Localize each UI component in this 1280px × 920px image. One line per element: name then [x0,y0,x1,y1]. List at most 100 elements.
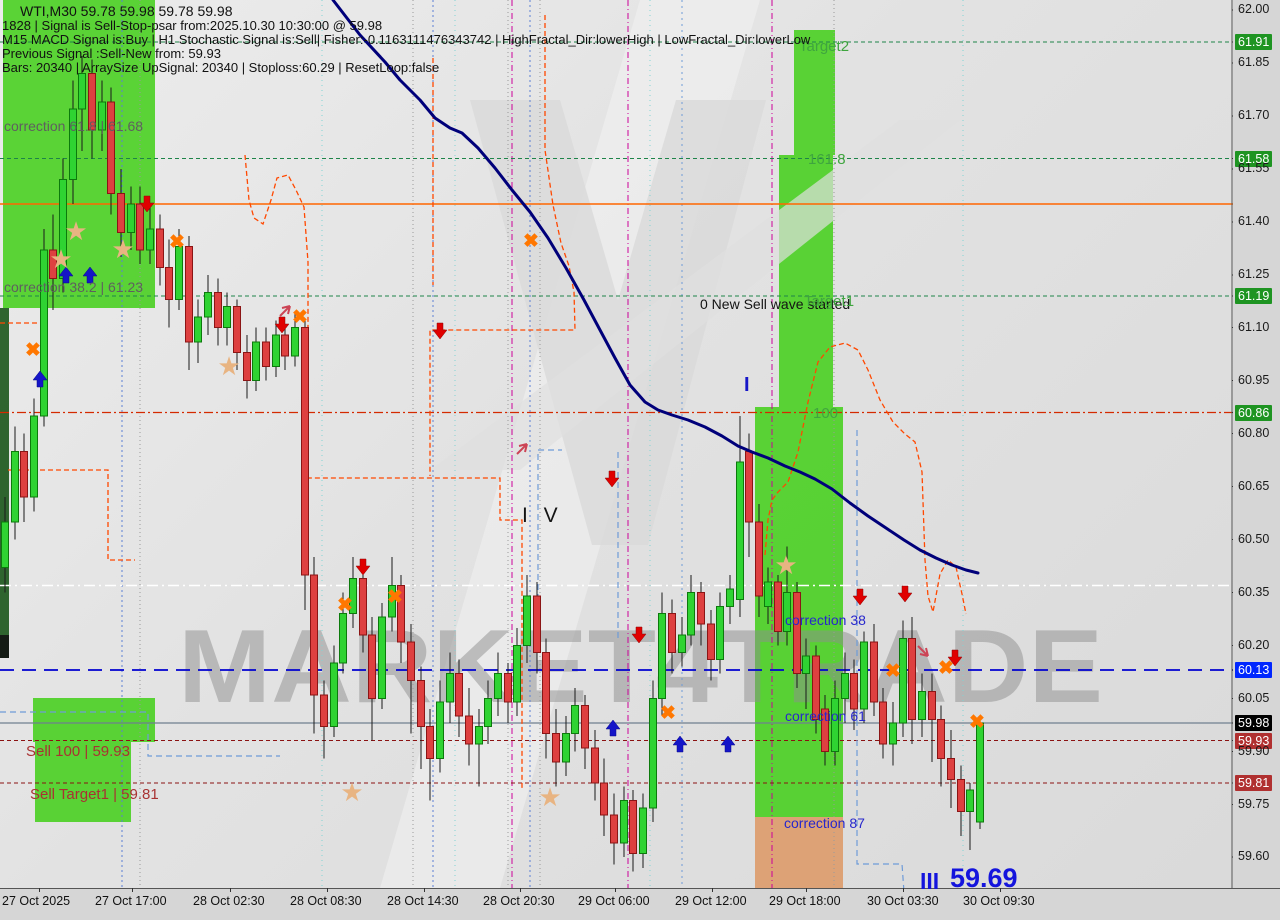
candle-body [484,698,492,727]
time-tick-mark [132,888,133,892]
candle-body [359,578,367,636]
chart-plot-area[interactable]: MARKET4TRADE ✖ ✖ ✖ ✖ ✖ ✖ ✖ ✖ ✖ ✖ ★ ★ ★ ★ ★ ★ ★ [0,0,1233,888]
channel-line [537,449,562,640]
fractal-star-icon: ★ [774,550,797,580]
fractal-star-icon: ★ [538,782,561,812]
time-tick-mark [230,888,231,892]
candle-body [446,673,454,703]
candle-body [918,691,926,720]
hollow-arrow-icon [279,305,291,317]
sell-arrow-icon [852,588,868,606]
price-level-badge: 60.86 [1235,404,1273,421]
candle-body [233,306,241,353]
time-tick-label: 29 Oct 06:00 [578,894,650,908]
close-signal-x-icon: ✖ [387,587,403,608]
candle-body [156,228,164,268]
price-tick-label: 60.80 [1238,425,1270,440]
fib-zone-band [0,635,9,658]
candle-body [697,592,705,625]
price-tick-label: 61.55 [1238,161,1270,175]
price-tick-label: 61.85 [1238,55,1270,69]
psar-trail-line [429,15,576,476]
candle-body [957,779,965,812]
candle-body [899,638,907,724]
close-signal-x-icon: ✖ [25,340,41,361]
candle-body [755,521,763,597]
candle-body [552,733,560,763]
buy-arrow-icon [605,719,621,737]
candle-body [966,789,974,812]
candle-body [668,613,676,653]
candle-body [494,673,502,699]
candle-body [831,698,839,752]
candle-body [330,662,338,727]
fractal-star-icon: ★ [49,244,72,274]
candle-body [707,623,715,660]
candle-body [78,73,86,110]
candle-body [726,588,734,607]
candle-body [40,249,48,417]
candle-body [436,701,444,759]
candle-body [49,249,57,279]
close-signal-x-icon: ✖ [523,231,539,252]
price-level-badge: 61.58 [1235,150,1273,167]
fractal-star-icon: ★ [217,351,240,381]
candle-body [821,708,829,752]
candle-body [879,701,887,745]
candle-body [378,616,386,699]
time-axis[interactable]: 27 Oct 2025 27 Oct 17:00 28 Oct 02:30 28 Oc… [0,888,1280,920]
time-tick-mark [903,888,904,892]
candle-body [841,673,849,699]
close-signal-x-icon: ✖ [938,658,954,679]
logo-swoosh [430,120,960,470]
sell-arrow-icon [631,626,647,644]
candle-body [175,246,183,300]
candle-body [281,334,289,357]
candle-body [475,726,483,745]
fib-zone-band [794,30,835,155]
fib-zone-band [33,698,155,742]
candle-body [610,814,618,844]
price-level-badge: 59.93 [1235,732,1273,749]
price-tick-label: 61.70 [1238,108,1270,122]
candle-body [11,451,19,523]
price-tick-label: 59.75 [1238,796,1270,811]
close-signal-x-icon: ✖ [292,307,308,328]
price-tick-label: 60.50 [1238,531,1270,546]
candle-body [243,352,251,381]
price-tick-label: 62.00 [1238,2,1270,16]
candle-body [678,634,686,653]
candle-body [291,327,299,357]
time-tick-mark [327,888,328,892]
candle-body [426,726,434,759]
price-tick-label: 60.95 [1238,372,1270,387]
price-tick-label: 60.05 [1238,690,1270,705]
candle-body [947,758,955,780]
candle-body [301,327,309,576]
sell-arrow-icon [897,585,913,603]
candle-body [20,451,28,498]
candle-body [339,613,347,664]
time-tick-mark [1000,888,1001,892]
close-signal-x-icon: ✖ [885,661,901,682]
candle-body [928,691,936,720]
psar-trail-line [244,154,523,788]
candle-body [88,73,96,131]
candle-body [117,193,125,233]
time-tick-label: 29 Oct 12:00 [675,894,747,908]
candle-body [736,461,744,600]
chart-canvas[interactable]: MARKET4TRADE✖✖✖✖ ✖✖✖✖ ✖✖★★ ★★★ ★★ [0,0,1233,888]
price-axis[interactable]: 62.00 61.91 61.85 61.70 61.58 61.55 61.40 61.25… [1233,0,1280,888]
price-level-badge: 61.91 [1235,34,1273,50]
sell-arrow-icon [947,649,963,667]
candle-body [629,800,637,854]
candle-body [513,645,521,703]
price-tick-label: 61.10 [1238,319,1270,334]
candle-body [639,807,647,854]
close-signal-x-icon: ✖ [337,595,353,616]
candle-body [658,613,666,699]
candle-body [417,680,425,727]
candle-body [320,694,328,727]
fib-zone-band [35,742,131,822]
price-level-badge: 59.81 [1235,775,1273,791]
